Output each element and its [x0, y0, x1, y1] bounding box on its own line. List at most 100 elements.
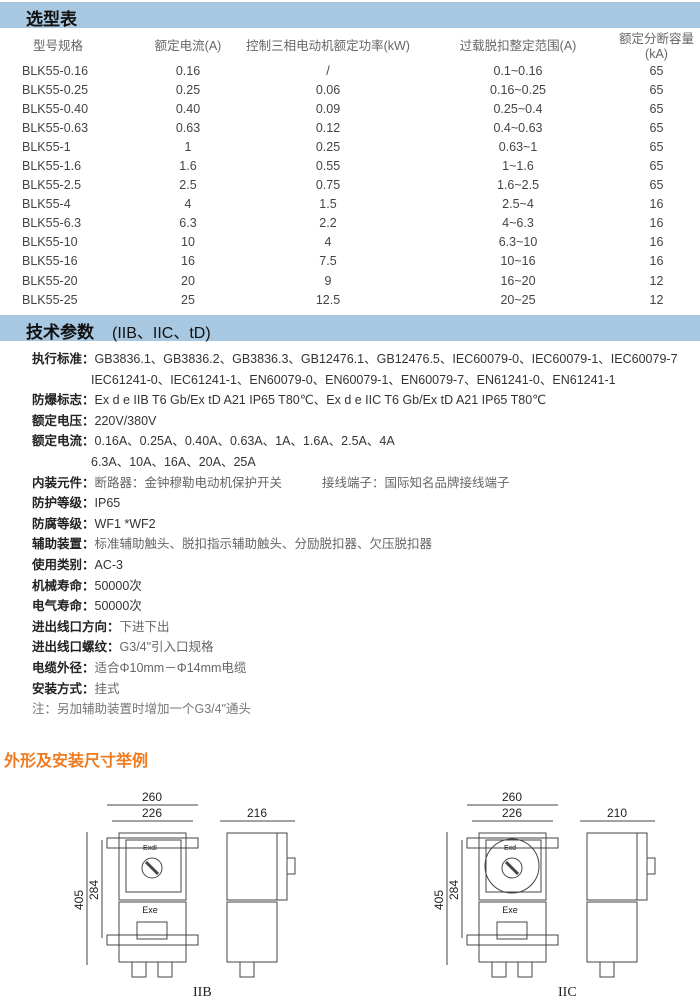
height-outer-label: 405	[432, 890, 446, 910]
table-cell: 12	[649, 292, 664, 307]
switch-handle	[501, 857, 523, 879]
table-cell: 7.5	[319, 254, 337, 269]
table-cell: 16	[649, 216, 664, 231]
column-header: 额定分断容量(kA)	[618, 32, 694, 61]
selection-title: 选型表	[26, 10, 77, 29]
param-row-continued: IEC61241-0、IEC61241-1、EN60079-0、EN60079-…	[91, 372, 616, 387]
param-label: 电缆外径：	[32, 660, 95, 675]
table-cell: 20~25	[500, 292, 536, 307]
table-cell: BLK55-1.6	[22, 159, 82, 174]
table-cell: 0.40	[175, 101, 201, 116]
param-row: 机械寿命：50000次	[32, 576, 678, 597]
table-cell: 16	[649, 235, 664, 250]
window	[496, 921, 528, 940]
table-cell: 0.09	[315, 101, 341, 116]
table-cell: 10	[181, 235, 195, 250]
table-cell: BLK55-20	[22, 273, 78, 288]
param-value-2: 接线端子：国际知名品牌接线端子	[322, 475, 510, 490]
table-header-row: 型号规格 额定电流(A) 控制三相电动机额定功率(kW) 过载脱扣整定范围(A) 额定分…	[0, 28, 700, 61]
param-value: 适合Φ10mm－Φ14mm电缆	[94, 660, 247, 675]
table-row: BLK55-1.6 1.6 0.55 1~1.6 65	[0, 156, 700, 175]
table-cell: 65	[649, 178, 664, 193]
depth-label: 216	[247, 806, 267, 820]
round-cover	[484, 838, 540, 894]
param-label: 机械寿命：	[32, 578, 95, 593]
bottom-label: Exe	[502, 905, 518, 915]
table-cell: BLK55-0.16	[22, 63, 89, 78]
table-cell: 0.25	[175, 82, 201, 97]
outline-title: 外形及安装尺寸举例	[4, 753, 149, 770]
table-cell: BLK55-10	[22, 235, 78, 250]
top-label: ExdI	[143, 845, 157, 852]
param-value: 50000次	[94, 599, 142, 614]
param-row: 辅助装置：标准辅助触头、脱扣指示辅助触头、分励脱扣器、欠压脱扣器	[32, 534, 678, 555]
table-row: BLK55-16 16 7.5 10~16 16	[0, 252, 700, 271]
table-cell: 16~20	[500, 273, 536, 288]
column-header: 控制三相电动机额定功率(kW)	[246, 39, 410, 53]
selection-header-bar: 选型表	[0, 2, 700, 29]
table-cell: 16	[649, 197, 664, 212]
param-label: 使用类别：	[32, 557, 95, 572]
table-row: BLK55-4 4 1.5 2.5~4 16	[0, 195, 700, 214]
table-cell: 1~1.6	[502, 159, 534, 174]
enclosure-top-cover	[485, 839, 542, 893]
param-value: IP65	[94, 496, 121, 511]
table-cell: 65	[649, 120, 664, 135]
table-cell: 6.3~10	[498, 235, 538, 250]
param-row: 额定电流：0.16A、0.25A、0.40A、0.63A、1A、1.6A、2.5…	[32, 431, 678, 452]
table-cell: BLK55-2.5	[22, 178, 82, 193]
column-header: 额定电流(A)	[154, 39, 222, 53]
side-top	[586, 832, 638, 901]
note: 注：另加辅助装置时增加一个G3/4"通头	[32, 702, 252, 717]
table-cell: 9	[324, 273, 332, 288]
selection-table: 型号规格 额定电流(A) 控制三相电动机额定功率(kW) 过载脱扣整定范围(A) 额定分…	[0, 28, 700, 309]
param-label: 防护等级：	[32, 496, 95, 511]
param-label: 防爆标志：	[32, 393, 95, 408]
cable-gland	[599, 961, 615, 978]
table-cell: 0.75	[315, 178, 341, 193]
table-cell: 0.63~1	[498, 139, 538, 154]
table-row: BLK55-0.25 0.25 0.06 0.16~0.25 65	[0, 80, 700, 99]
table-cell: 1.6~2.5	[496, 178, 540, 193]
enclosure-top	[118, 832, 187, 901]
param-row: 防爆标志：Ex d e IIB T6 Gb/Ex tD A21 IP65 T80…	[32, 390, 678, 411]
param-value: 标准辅助触头、脱扣指示辅助触头、分励脱扣器、欠压脱扣器	[94, 537, 433, 552]
param-label: 执行标准：	[32, 352, 95, 366]
side-bottom	[586, 901, 638, 963]
table-cell: /	[326, 63, 330, 78]
table-cell: BLK55-16	[22, 254, 78, 269]
table-row: BLK55-0.40 0.40 0.09 0.25~0.4 65	[0, 99, 700, 118]
param-value: G3/4"引入口规格	[119, 640, 214, 655]
param-row: 电缆外径：适合Φ10mm－Φ14mm电缆	[32, 658, 678, 679]
table-cell: 65	[649, 63, 664, 78]
width-inner-label: 226	[142, 806, 162, 820]
table-cell: BLK55-0.25	[22, 82, 89, 97]
table-cell: 0.16	[175, 63, 201, 78]
param-row: 额定电压：220V/380V	[32, 411, 678, 432]
table-cell: 1.6	[179, 159, 197, 174]
cable-gland	[239, 961, 255, 978]
param-value: 挂式	[94, 681, 120, 696]
height-outer-label: 405	[72, 890, 86, 910]
enclosure-bottom	[118, 901, 187, 963]
cable-gland	[131, 961, 147, 978]
table-row: BLK55-6.3 6.3 2.2 4~6.3 16	[0, 214, 700, 233]
tech-params: 执行标准：GB3836.1、GB3836.2、GB3836.3、GB12476.…	[32, 349, 678, 720]
table-cell: 12.5	[315, 292, 341, 307]
table-cell: 0.25~0.4	[493, 101, 543, 116]
switch-handle-bar	[144, 860, 160, 876]
table-cell: 0.06	[315, 82, 341, 97]
param-label: 辅助装置：	[32, 537, 95, 552]
table-row: BLK55-20 20 9 16~20 12	[0, 271, 700, 290]
param-label: 进出线口螺纹：	[32, 640, 120, 655]
column-header: 过载脱扣整定范围(A)	[459, 39, 577, 53]
param-value: 下进下出	[119, 619, 170, 634]
table-cell: 0.25	[315, 139, 341, 154]
switch-handle-bar	[504, 860, 520, 876]
side-handle	[646, 857, 656, 875]
param-row: 进出线口方向：下进下出	[32, 617, 678, 638]
column-header: 型号规格	[33, 39, 84, 53]
table-cell: 0.55	[315, 159, 341, 174]
param-value: 50000次	[94, 578, 142, 593]
